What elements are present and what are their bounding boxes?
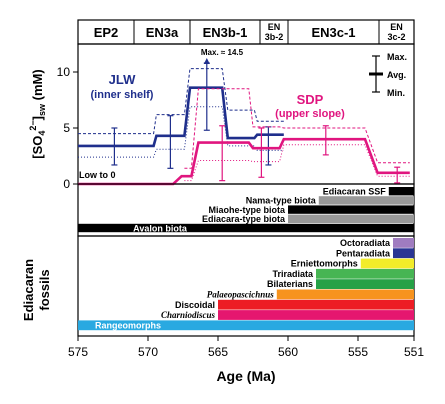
biota-label: Ediacaran SSF (323, 187, 387, 197)
legend-max: Max. (387, 52, 407, 62)
fossil-bars: OctoradiataPentaradiataErniettomorphsTri… (78, 238, 414, 330)
biota-bar (288, 205, 414, 214)
series-sublabel-sdp: (upper slope) (275, 108, 345, 120)
fossil-bar (78, 320, 414, 331)
y-axis-title-top: [SO42−]sw (mM) (28, 69, 47, 158)
y-axis-title-post: ] (30, 116, 45, 120)
series (78, 58, 410, 186)
zone-label: 3c-2 (387, 32, 405, 42)
zone-labels: EP2 EN3a EN3b-1 EN3b-2 EN3c-1 EN3c-2 (94, 20, 406, 44)
fossil-panel: OctoradiataPentaradiataErniettomorphsTri… (77, 235, 415, 337)
x-tick-label: 570 (138, 345, 158, 359)
zone-label: EN3b-1 (203, 25, 248, 40)
y-tick-label: 0 (63, 177, 70, 191)
fossil-label: Octoradiata (340, 238, 391, 248)
y-axis-title-sub: 4 (37, 131, 47, 136)
series-min-jlw (78, 106, 284, 158)
error-arrow-jlw (203, 58, 210, 65)
fossil-bar (218, 310, 414, 320)
series-avg-sdp (78, 137, 410, 186)
fossil-label: Pentaradiata (336, 248, 391, 258)
y-axis-title-unit: (mM) (30, 69, 45, 104)
series-min-sdp (184, 144, 410, 182)
biota-bars: Ediacaran SSF Nama-type biotaMiaohe-type … (78, 187, 414, 233)
fossil-label: Charniodiscus (161, 310, 216, 320)
fossil-bar (316, 279, 414, 289)
y-axis-title-bottom-1: Ediacaran (21, 259, 36, 321)
fossil-bar (360, 258, 414, 269)
series-avg-jlw (78, 86, 284, 148)
zone-label: EN (390, 22, 403, 32)
zone-label: 3b-2 (265, 32, 284, 42)
series-max-sdp (184, 88, 410, 169)
series-label-jlw: JLW (109, 72, 136, 87)
biota-panel: Ediacaran SSF Nama-type biotaMiaohe-type … (77, 183, 415, 237)
y-axis-title-bottom-2: fossils (37, 269, 52, 310)
sulfate-panel-frame (77, 43, 415, 185)
fossil-bar (276, 289, 414, 300)
x-tick-label: 575 (68, 345, 88, 359)
x-axis-title: Age (Ma) (216, 368, 275, 384)
fossil-bar (218, 299, 414, 310)
y-axis-title-sup: 2− (28, 120, 38, 130)
zone-label: EP2 (94, 25, 119, 40)
fossil-label: Erniettomorphs (291, 259, 358, 269)
fossil-label: Palaeopascichnus (207, 290, 275, 300)
biota-label: Ediacara-type biota (202, 214, 286, 224)
fossil-bar (316, 268, 414, 279)
series-label-sdp: SDP (297, 92, 324, 107)
zone-label: EN3c-1 (311, 25, 355, 40)
biota-label: Miaohe-type biota (208, 205, 285, 215)
biota-bar (388, 187, 414, 196)
y-axis-title-pre: [SO (30, 136, 45, 159)
biota-bar (318, 196, 414, 205)
y-tick-label: 5 (63, 121, 70, 135)
x-tick-label: 555 (348, 345, 368, 359)
biota-label: Nama-type biota (246, 196, 317, 206)
x-tick-label: 551 (404, 345, 424, 359)
sulfate-panel: 0 5 10 JLW (inner shelf) SDP (upper slope)… (57, 43, 415, 191)
fossil-label: Rangeomorphs (95, 320, 161, 330)
x-ticks: 575 570 565 560 555 551 (68, 336, 424, 359)
biota-label: Avalon biota (133, 223, 188, 233)
x-tick-label: 560 (278, 345, 298, 359)
fossil-label: Bilaterians (267, 279, 313, 289)
fossil-bar (393, 238, 414, 248)
biota-bar (288, 214, 414, 223)
y-axis-title-sub2: sw (37, 103, 47, 116)
fossil-bar (393, 248, 414, 259)
legend: Max. Avg. Min. (369, 52, 407, 98)
legend-avg: Avg. (387, 70, 406, 80)
fossil-label: Discoidal (175, 300, 215, 310)
zone-label: EN3a (146, 25, 179, 40)
x-tick-label: 565 (208, 345, 228, 359)
low-annotation: Low to 0 (79, 170, 116, 180)
y-ticks: 0 5 10 (57, 65, 78, 191)
zone-label: EN (268, 22, 281, 32)
series-max-jlw (78, 68, 284, 135)
y-tick-label: 10 (57, 65, 71, 79)
biota-bar (78, 223, 414, 233)
max-annotation: Max. ≈ 14.5 (201, 48, 244, 57)
series-sublabel-jlw: (inner shelf) (91, 89, 154, 101)
zone-header: EP2 EN3a EN3b-1 EN3b-2 EN3c-1 EN3c-2 (77, 19, 415, 45)
legend-min: Min. (387, 88, 405, 98)
fossil-label: Triradiata (272, 269, 314, 279)
